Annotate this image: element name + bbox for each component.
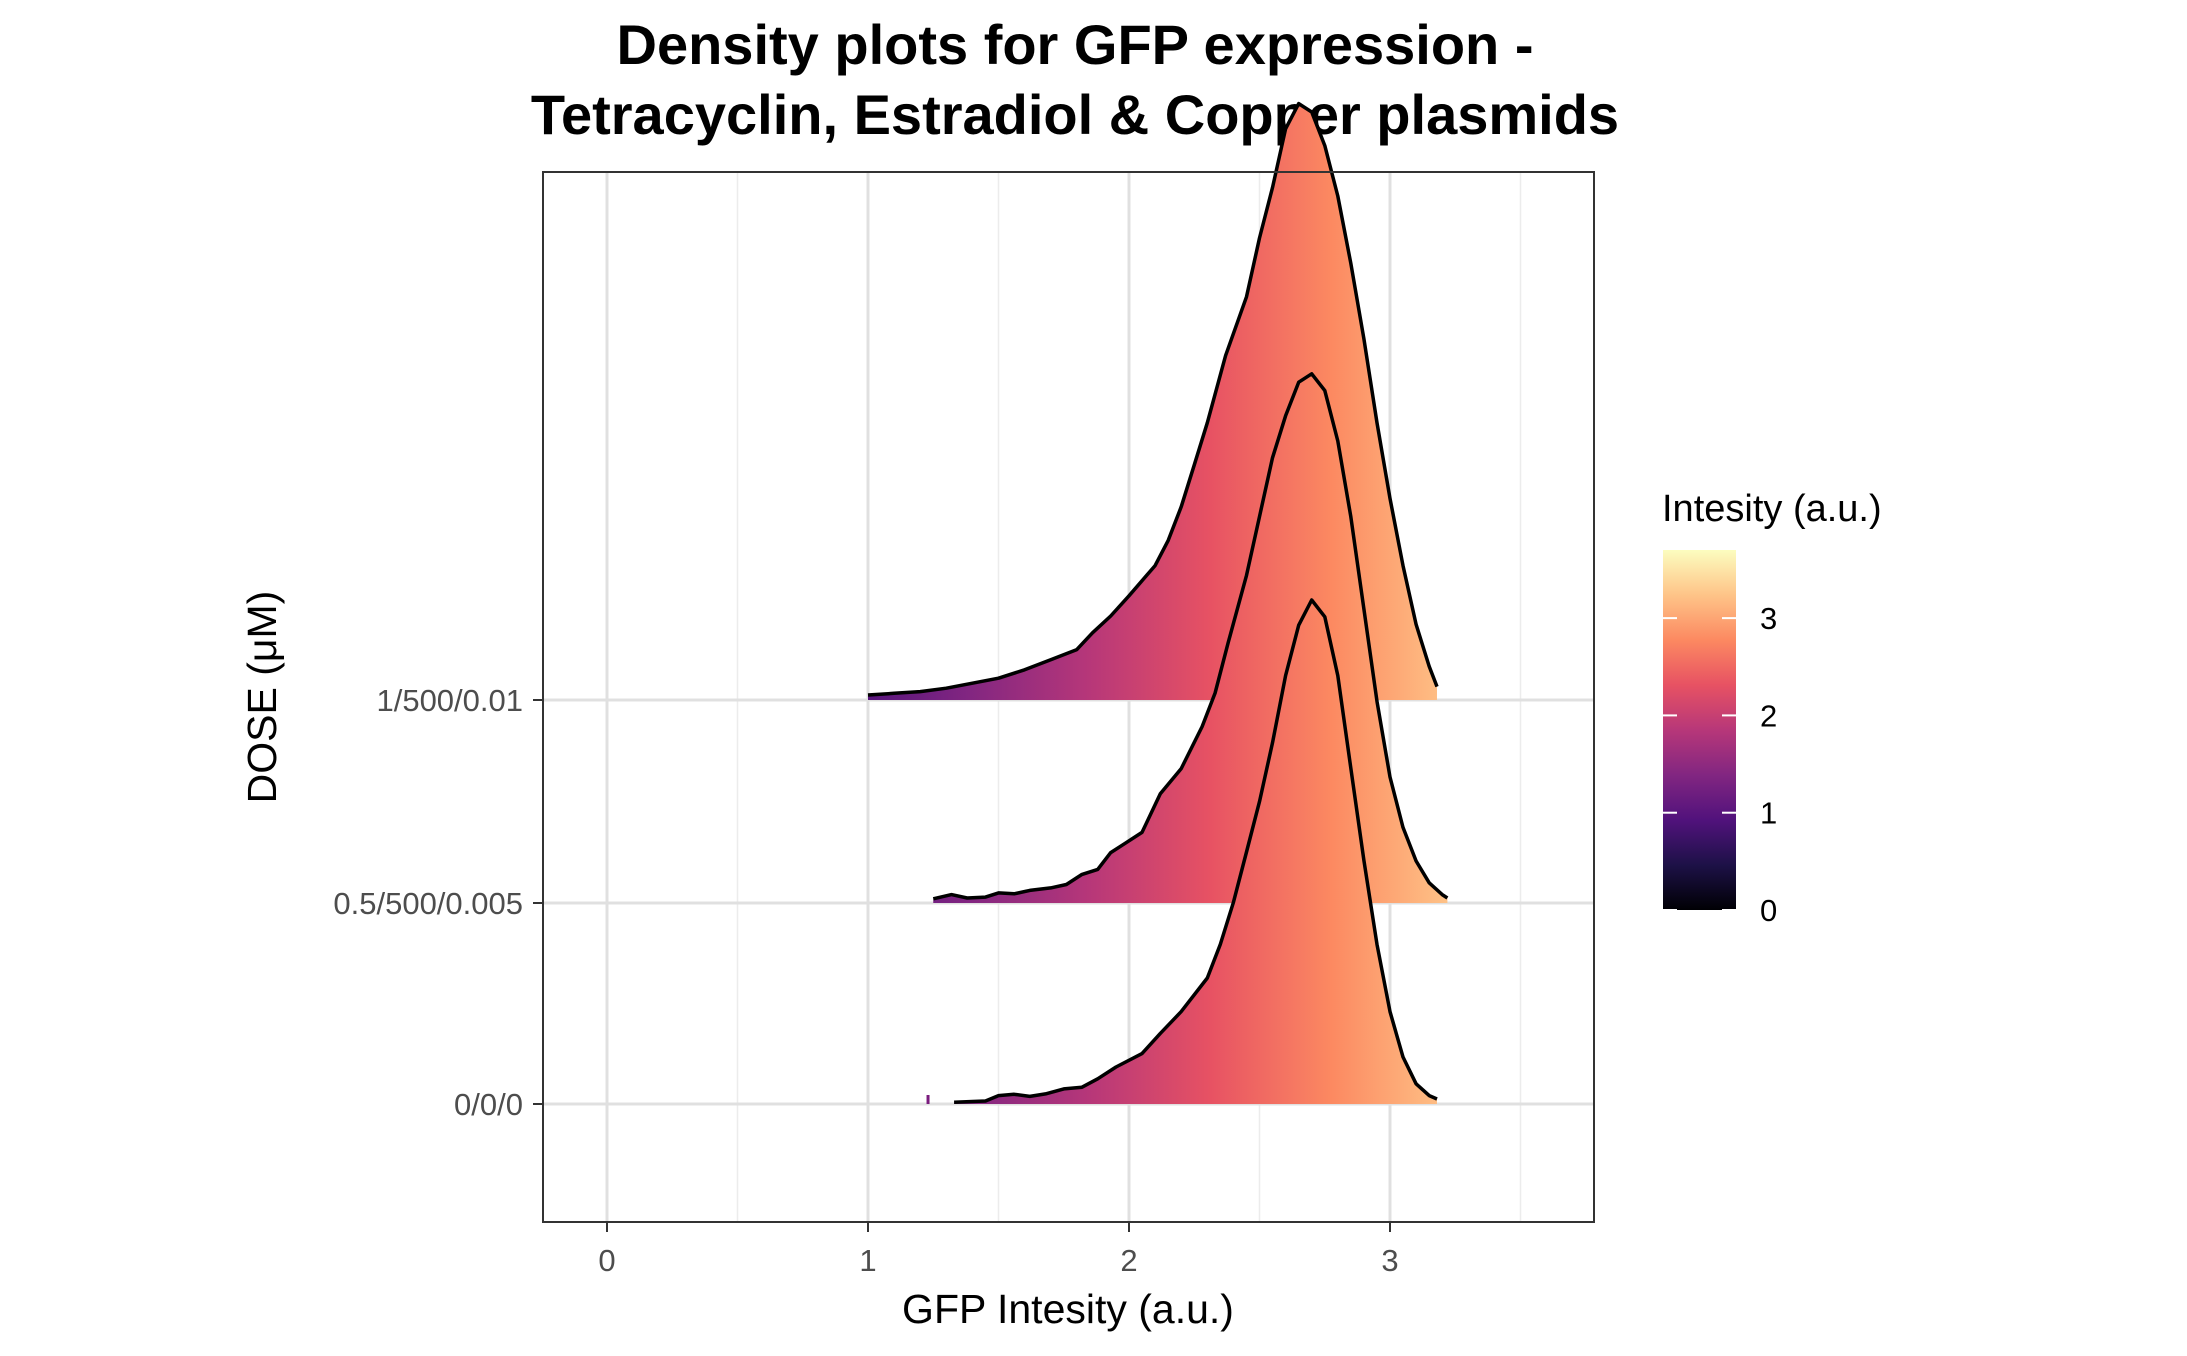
- ridge-fill-0-0-0: [954, 600, 1437, 1104]
- ridge-layer: [867, 101, 1449, 1105]
- x-tick-label: 3: [1381, 1243, 1398, 1278]
- legend-tick-label: 3: [1760, 601, 1777, 636]
- color-legend: Intesity (a.u.) 0 1 2 3: [1662, 488, 1882, 928]
- legend-colorbar: [1663, 550, 1736, 910]
- x-tick-layer: 0 1 2 3: [598, 1222, 1399, 1278]
- legend-tick-label: 2: [1760, 698, 1777, 733]
- y-tick-label: 0/0/0: [454, 1087, 523, 1122]
- x-tick-label: 2: [1120, 1243, 1137, 1278]
- legend-tick-label: 0: [1760, 893, 1777, 928]
- ridge-outline-1-500-0-01: [867, 101, 1439, 697]
- x-tick-label: 0: [598, 1243, 615, 1278]
- legend-tick-label: 1: [1760, 796, 1777, 831]
- ridge-outline-0-5-500-0-005: [932, 372, 1449, 901]
- legend-title: Intesity (a.u.): [1662, 488, 1882, 530]
- y-axis-title: DOSE (μM): [239, 591, 285, 804]
- chart-title-line-2: Tetracyclin, Estradiol & Copper plasmids: [531, 83, 1619, 146]
- chart-title-line-1: Density plots for GFP expression -: [617, 13, 1534, 76]
- y-tick-layer: 0/0/0 0.5/500/0.005 1/500/0.01: [333, 683, 543, 1122]
- plot-panel-border: [542, 171, 1595, 1223]
- y-tick-label: 0.5/500/0.005: [333, 886, 523, 921]
- x-tick-label: 1: [859, 1243, 876, 1278]
- y-tick-label: 1/500/0.01: [376, 683, 523, 718]
- x-axis-title: GFP Intesity (a.u.): [902, 1286, 1234, 1332]
- ridge-outline-0-0-0: [954, 598, 1438, 1105]
